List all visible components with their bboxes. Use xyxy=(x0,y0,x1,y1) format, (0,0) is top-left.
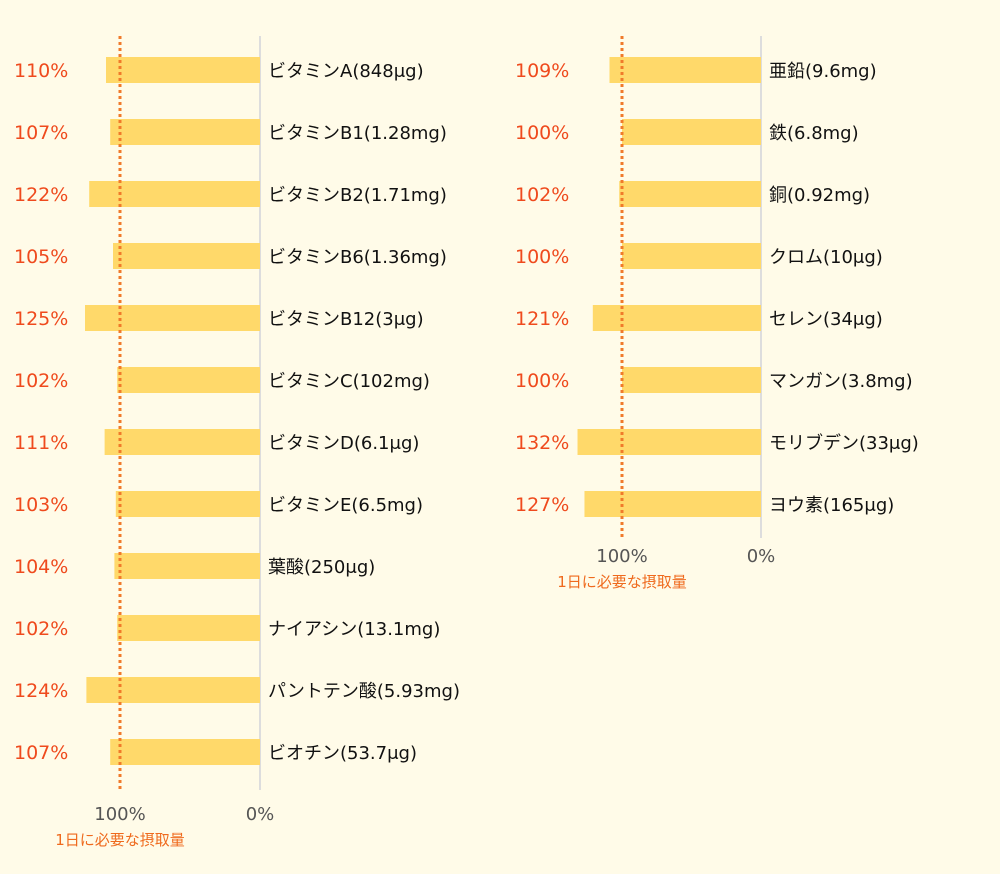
category-label: セレン(34μg) xyxy=(769,309,883,330)
bar xyxy=(85,305,260,331)
bar xyxy=(110,739,260,765)
bar xyxy=(609,57,761,83)
bar xyxy=(117,367,260,393)
category-label: 銅(0.92mg) xyxy=(769,185,870,206)
value-label: 121% xyxy=(515,308,569,330)
category-label: 亜鉛(9.6mg) xyxy=(769,61,877,82)
value-label: 125% xyxy=(14,308,68,330)
bar xyxy=(622,243,761,269)
value-label: 109% xyxy=(515,60,569,82)
bar xyxy=(110,119,260,145)
value-label: 100% xyxy=(515,246,569,268)
value-label: 127% xyxy=(515,494,569,516)
value-label: 102% xyxy=(14,370,68,392)
bar xyxy=(115,491,260,517)
category-label: ビタミンA(848μg) xyxy=(268,61,424,82)
category-label: 葉酸(250μg) xyxy=(268,557,375,578)
value-label: 122% xyxy=(14,184,68,206)
bar xyxy=(592,305,761,331)
value-label: 110% xyxy=(14,60,68,82)
bar xyxy=(86,677,261,703)
bar xyxy=(117,615,260,641)
reference-line-label: 1日に必要な摂取量 xyxy=(55,831,185,849)
category-label: ビタミンB12(3μg) xyxy=(268,309,424,330)
bar xyxy=(622,367,761,393)
chart-panel-1: 110% ビタミンA(848μg) 107% ビタミンB1(1.28mg) 122% ビタ… xyxy=(14,36,460,849)
category-label: ビタミンC(102mg) xyxy=(268,371,430,392)
category-label: モリブデン(33μg) xyxy=(769,432,919,454)
category-label: ナイアシン(13.1mg) xyxy=(268,619,440,640)
value-label: 100% xyxy=(515,122,569,144)
category-label: パントテン酸(5.93mg) xyxy=(268,681,460,702)
tick-label: 100% xyxy=(94,804,145,825)
bar xyxy=(622,119,761,145)
category-label: クロム(10μg) xyxy=(769,247,883,268)
tick-label: 0% xyxy=(747,546,776,567)
category-label: ビタミンD(6.1μg) xyxy=(268,433,419,454)
bar xyxy=(577,429,761,455)
value-label: 105% xyxy=(14,246,68,268)
category-label: ヨウ素(165μg) xyxy=(769,495,894,516)
category-label: ビタミンB1(1.28mg) xyxy=(268,123,447,144)
tick-label: 100% xyxy=(596,546,647,567)
category-label: ビオチン(53.7μg) xyxy=(268,743,417,764)
value-label: 100% xyxy=(515,370,569,392)
value-label: 111% xyxy=(14,432,68,454)
category-label: ビタミンB6(1.36mg) xyxy=(268,247,447,268)
value-label: 107% xyxy=(14,742,68,764)
category-label: 鉄(6.8mg) xyxy=(769,123,859,144)
value-label: 102% xyxy=(14,618,68,640)
bar xyxy=(114,553,261,579)
value-label: 132% xyxy=(515,432,569,454)
bar xyxy=(584,491,761,517)
category-label: ビタミンE(6.5mg) xyxy=(268,495,423,516)
chart-panel-2: 109% 亜鉛(9.6mg) 100% 鉄(6.8mg) 102% 銅(0.92mg) 10… xyxy=(515,36,919,591)
bar xyxy=(104,429,260,455)
value-label: 103% xyxy=(14,494,68,516)
bar xyxy=(106,57,260,83)
tick-label: 0% xyxy=(246,804,275,825)
bar xyxy=(113,243,260,269)
bar xyxy=(89,181,260,207)
category-label: マンガン(3.8mg) xyxy=(769,371,913,392)
value-label: 104% xyxy=(14,556,68,578)
value-label: 107% xyxy=(14,122,68,144)
value-label: 102% xyxy=(515,184,569,206)
value-label: 124% xyxy=(14,680,68,702)
reference-line-label: 1日に必要な摂取量 xyxy=(557,573,687,591)
category-label: ビタミンB2(1.71mg) xyxy=(268,185,447,206)
bar xyxy=(619,181,761,207)
